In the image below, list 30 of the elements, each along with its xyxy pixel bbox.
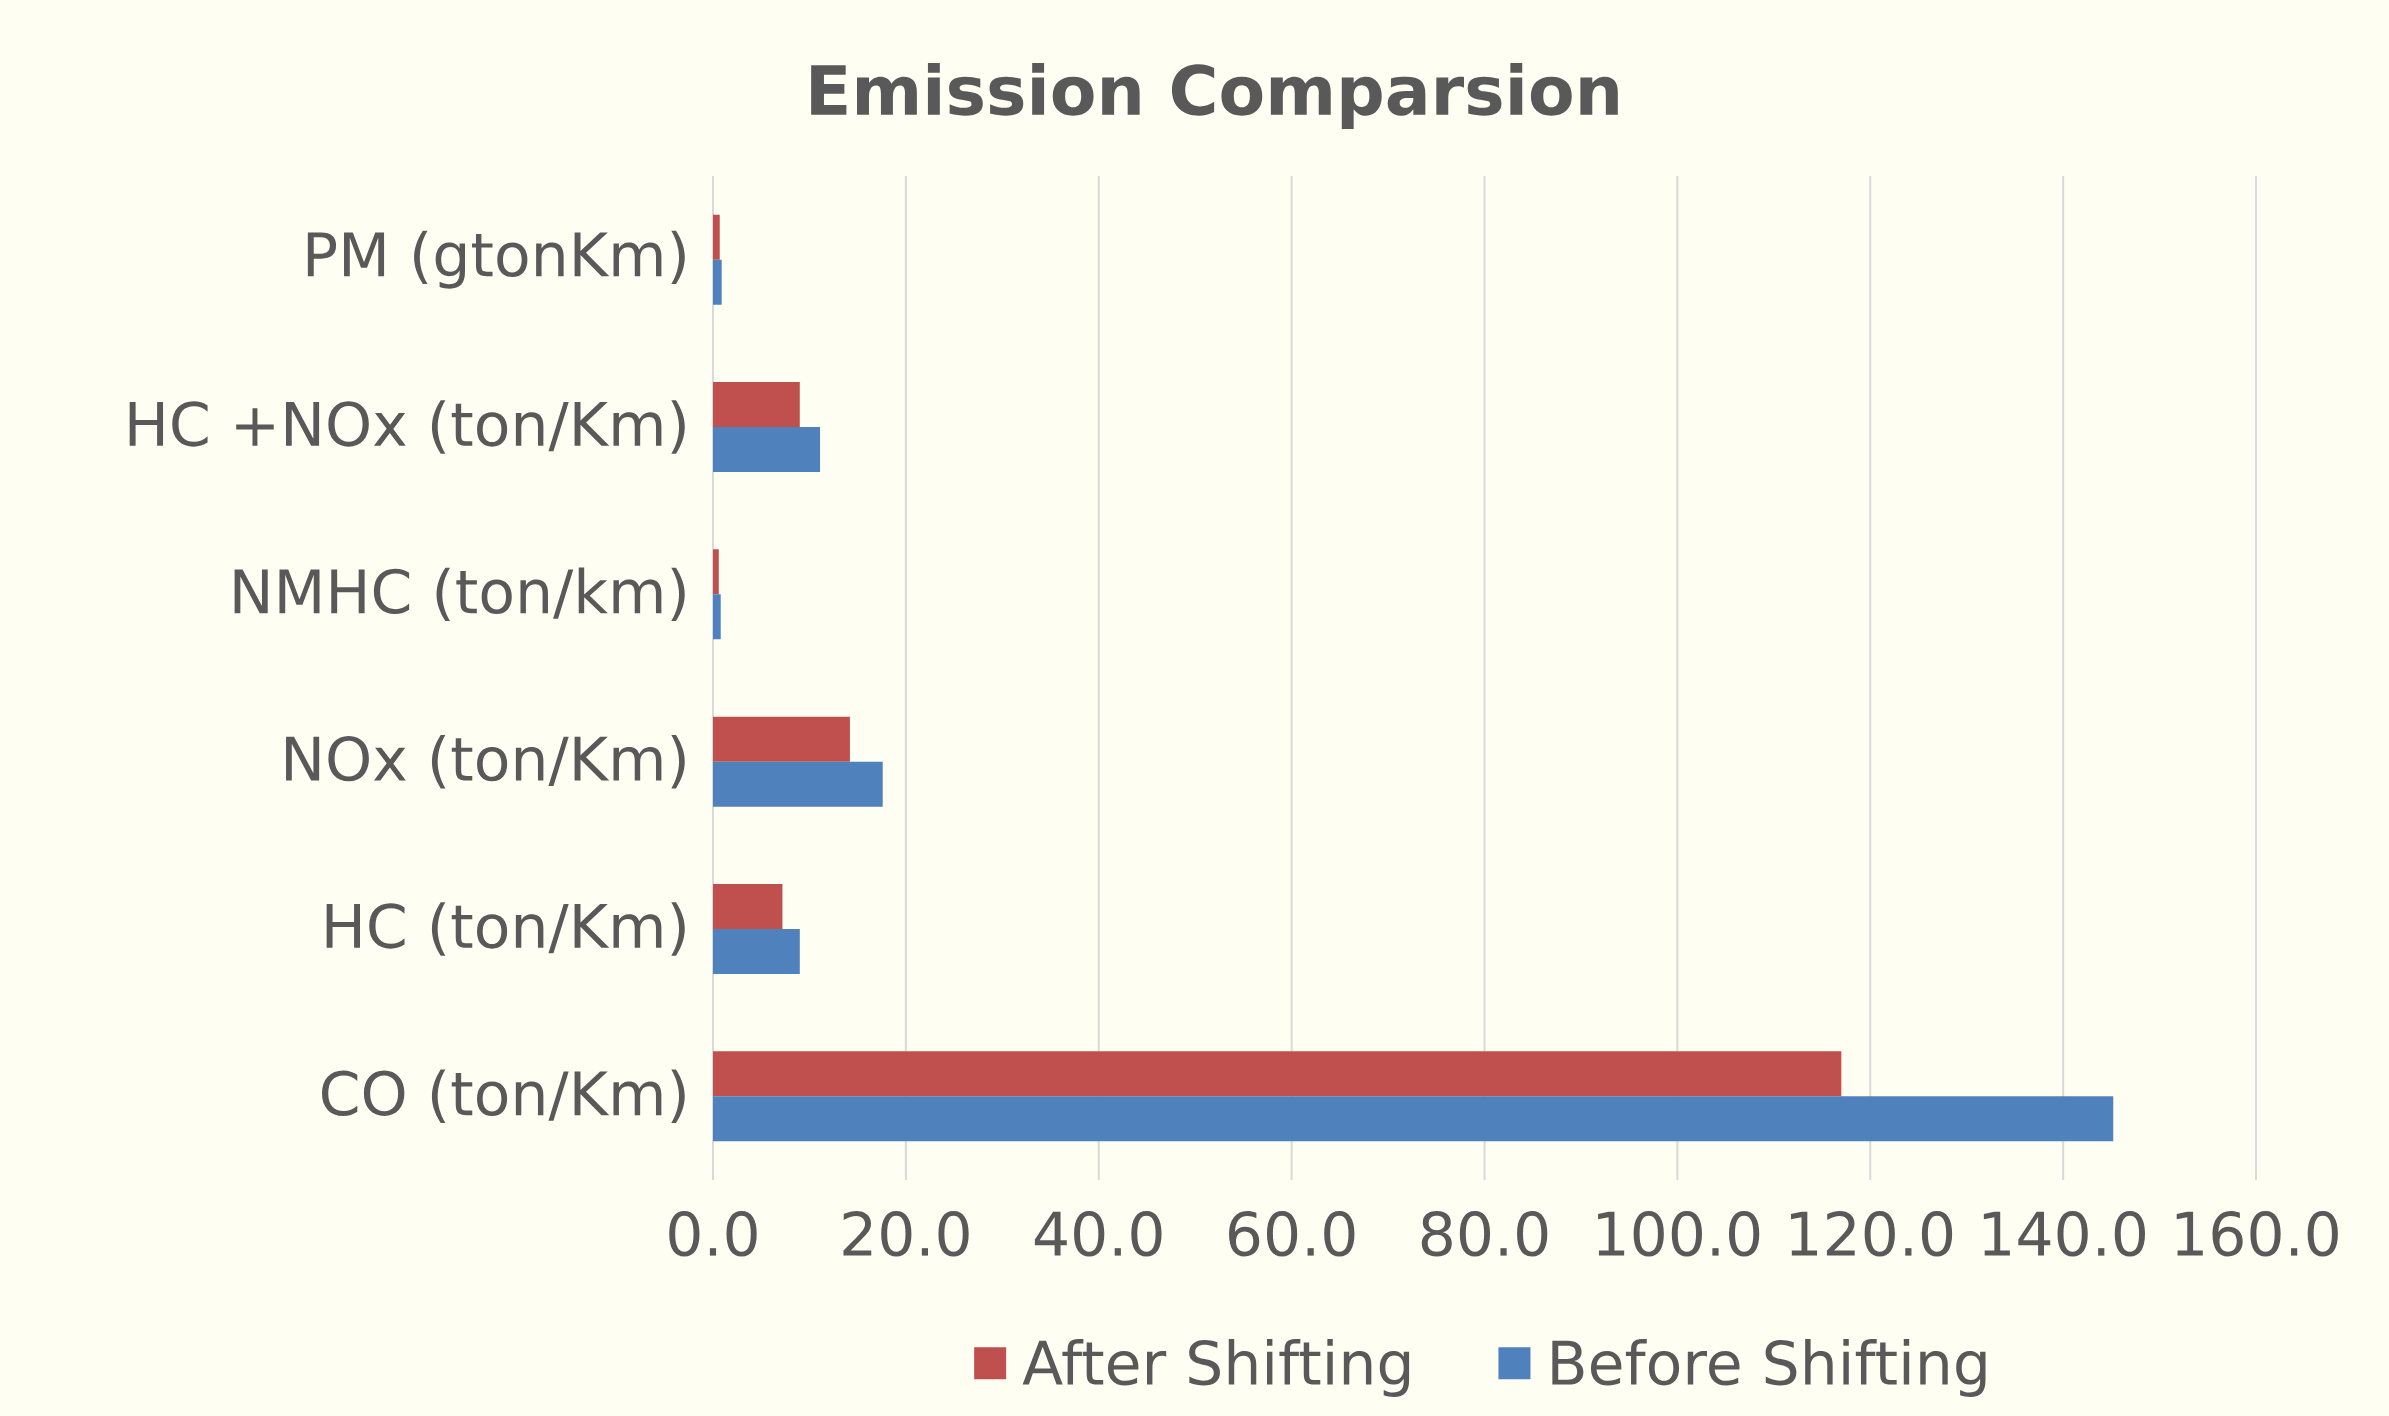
bar bbox=[713, 1051, 1842, 1097]
chart-title: Emission Comparsion bbox=[811, 63, 1618, 129]
y-tick-label: PM (gtonKm) bbox=[307, 230, 685, 289]
x-tick-label: 0.0 bbox=[669, 1211, 757, 1257]
bar bbox=[713, 549, 719, 595]
x-tick-label: 40.0 bbox=[1034, 1211, 1162, 1257]
y-tick-label: HC +NOx (ton/Km) bbox=[129, 400, 685, 454]
y-tick-label: HC (ton/Km) bbox=[326, 902, 685, 956]
bar bbox=[713, 929, 800, 974]
bar bbox=[713, 259, 722, 305]
bar bbox=[713, 1096, 2114, 1142]
x-tick-label: 60.0 bbox=[1229, 1211, 1355, 1257]
x-tick-label: 100.0 bbox=[1598, 1211, 1760, 1257]
legend-label: After Shifting bbox=[1022, 1339, 1410, 1398]
legend-label: Before Shifting bbox=[1552, 1339, 1986, 1398]
x-tick-label: 80.0 bbox=[1421, 1211, 1548, 1257]
bar bbox=[713, 716, 850, 762]
x-tick-label: 140.0 bbox=[1983, 1211, 2145, 1257]
y-tick-label: NOx (ton/Km) bbox=[286, 734, 685, 789]
x-tick-label: 160.0 bbox=[2176, 1211, 2338, 1257]
bar bbox=[713, 884, 783, 929]
y-tick-label: CO (ton/Km) bbox=[322, 1069, 685, 1124]
bar bbox=[713, 382, 800, 427]
bar bbox=[713, 761, 883, 807]
x-tick-label: 120.0 bbox=[1790, 1211, 1953, 1257]
bar bbox=[713, 594, 721, 640]
x-tick-label: 20.0 bbox=[843, 1211, 969, 1257]
y-tick-label: NMHC (ton/km) bbox=[234, 567, 685, 622]
bar bbox=[713, 427, 821, 472]
bar bbox=[713, 214, 720, 260]
